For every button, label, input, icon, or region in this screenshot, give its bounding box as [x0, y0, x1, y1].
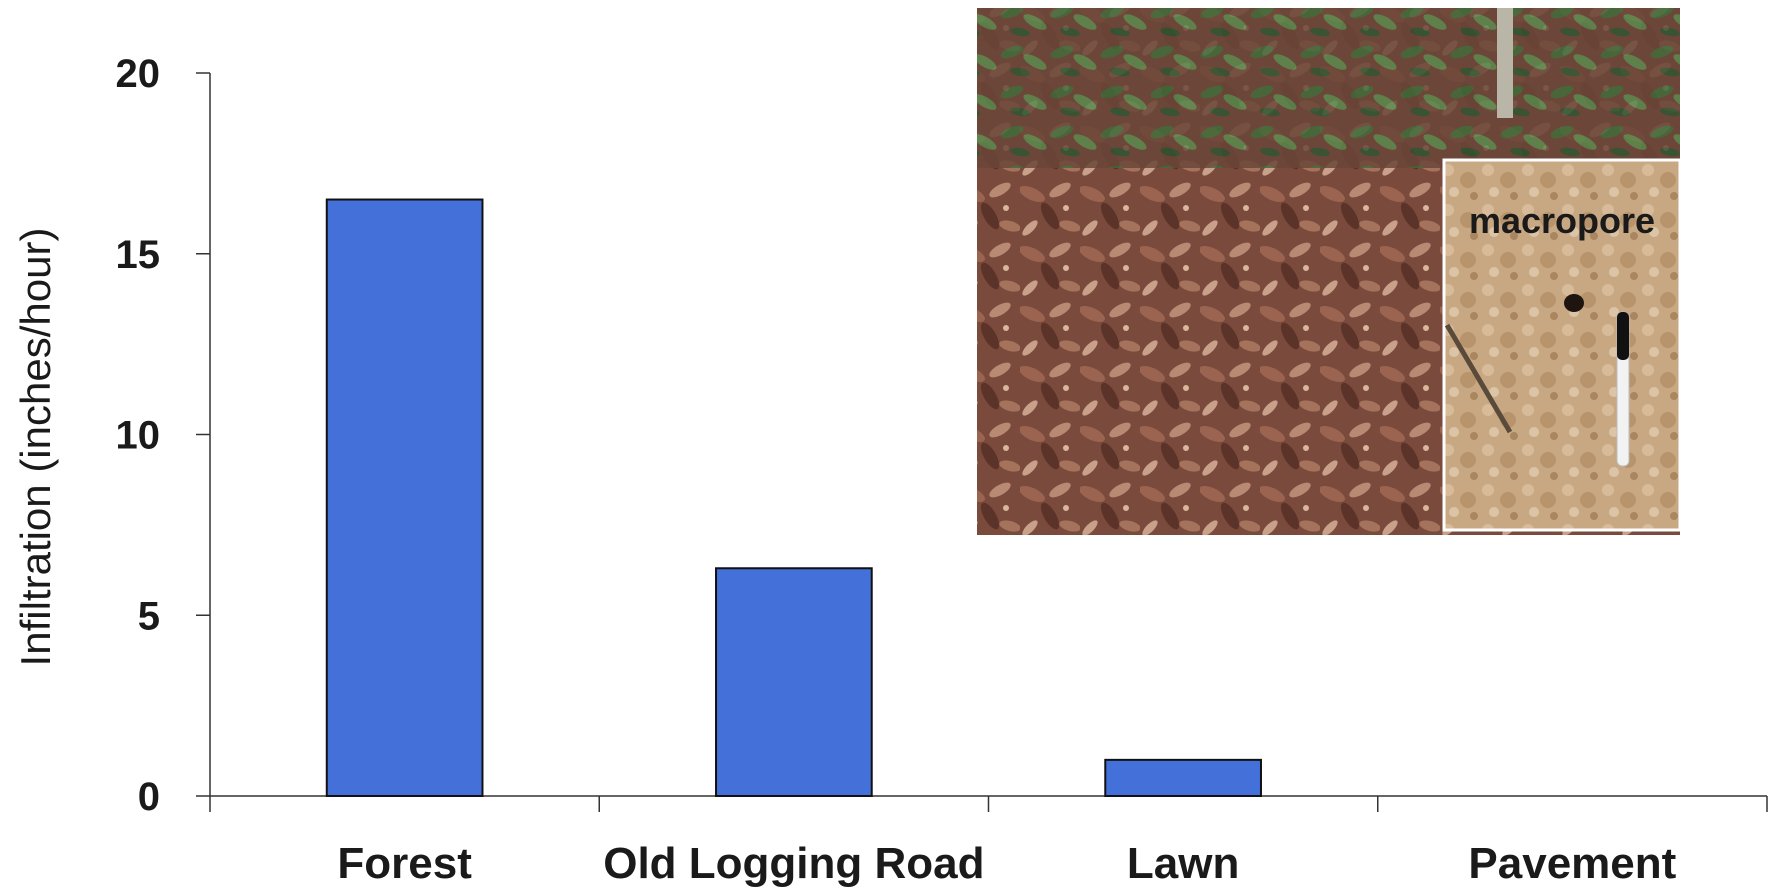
y-tick-label: 0	[138, 775, 160, 819]
bars	[325, 198, 1262, 797]
y-tick-label: 5	[138, 594, 160, 638]
category-labels: Forest Old Logging Road Lawn Pavement	[337, 839, 1676, 888]
bar-forest	[325, 198, 484, 797]
y-ticks: 0 5 10 15 20	[116, 52, 210, 819]
x-ticks	[209, 796, 1768, 812]
category-label: Lawn	[1127, 839, 1239, 888]
macropore-inset-photo: macropore	[1442, 158, 1682, 532]
macropore-hole	[1564, 294, 1584, 312]
y-axis-title: Infiltration (inches/hour)	[12, 228, 59, 667]
y-tick-label: 10	[116, 414, 161, 458]
category-label: Pavement	[1468, 839, 1676, 888]
bar-old-logging-road	[715, 567, 873, 797]
y-tick-label: 20	[116, 52, 161, 96]
bar-lawn	[1104, 758, 1262, 797]
macropore-label: macropore	[1469, 200, 1655, 241]
category-label: Old Logging Road	[603, 839, 984, 888]
category-label: Forest	[337, 839, 472, 888]
y-tick-label: 15	[116, 233, 161, 277]
